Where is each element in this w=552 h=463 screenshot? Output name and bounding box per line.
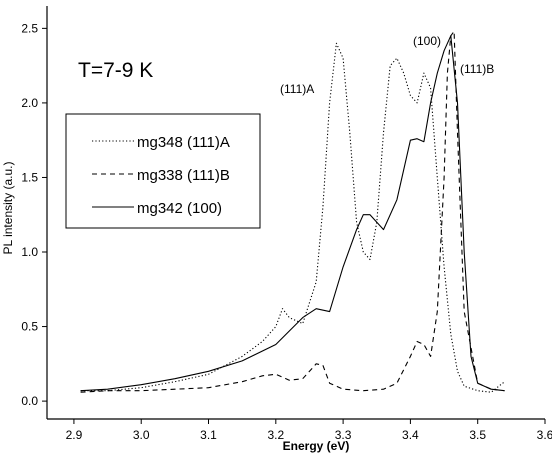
x-tick-label: 3.0 [133,428,150,442]
x-tick-label: 3.1 [200,428,217,442]
legend-label-1: mg348 (111)A [137,134,230,151]
y-axis-title: PL intensity (a.u.) [1,162,15,255]
x-tick-label: 2.9 [66,428,83,442]
legend-label-3: mg342 (100) [137,200,222,217]
peak-label-111a: (111)A [280,82,314,96]
x-axis-title: Energy (eV) [283,439,350,453]
series-layer [80,30,505,393]
x-tick-label: 3.3 [335,428,352,442]
legend-box [65,113,261,229]
x-tick-label: 3.6 [537,428,552,442]
x-tick-label: 3.2 [267,428,284,442]
series-line-1 [80,42,505,393]
peak-label-111b: (111)B [460,62,494,76]
y-tick-label: 0.0 [21,394,38,408]
x-ticks: 2.9 3.0 3.1 3.2 3.3 3.4 3.5 3.6 [66,419,552,442]
series-line-3 [80,35,505,392]
y-tick-label: 1.0 [21,245,38,259]
y-ticks: 0.0 0.5 1.0 1.5 2.0 2.5 [21,21,47,408]
y-tick-label: 1.5 [21,170,38,184]
temperature-annotation: T=7-9 K [78,59,153,82]
legend-label-2: mg338 (111)B [137,167,230,184]
peak-label-100: (100) [413,34,441,48]
y-tick-label: 0.5 [21,320,38,334]
y-tick-label: 2.0 [21,96,38,110]
x-tick-label: 3.5 [469,428,486,442]
series-line-2 [80,30,505,393]
legend: mg348 (111)A mg338 (111)B mg342 (100) [65,113,261,229]
x-tick-label: 3.4 [402,428,419,442]
y-tick-label: 2.5 [21,21,38,35]
plot-area [46,6,545,420]
